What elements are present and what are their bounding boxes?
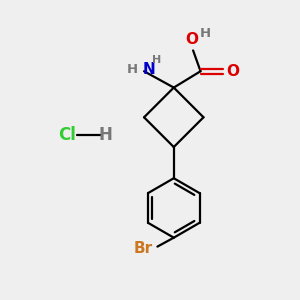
Text: H: H	[152, 55, 162, 65]
Text: H: H	[98, 126, 112, 144]
Text: N: N	[142, 62, 155, 77]
Text: H: H	[126, 63, 137, 76]
Text: Br: Br	[134, 241, 153, 256]
Text: H: H	[200, 27, 211, 40]
Text: Cl: Cl	[58, 126, 76, 144]
Text: O: O	[226, 64, 239, 79]
Text: O: O	[185, 32, 198, 47]
